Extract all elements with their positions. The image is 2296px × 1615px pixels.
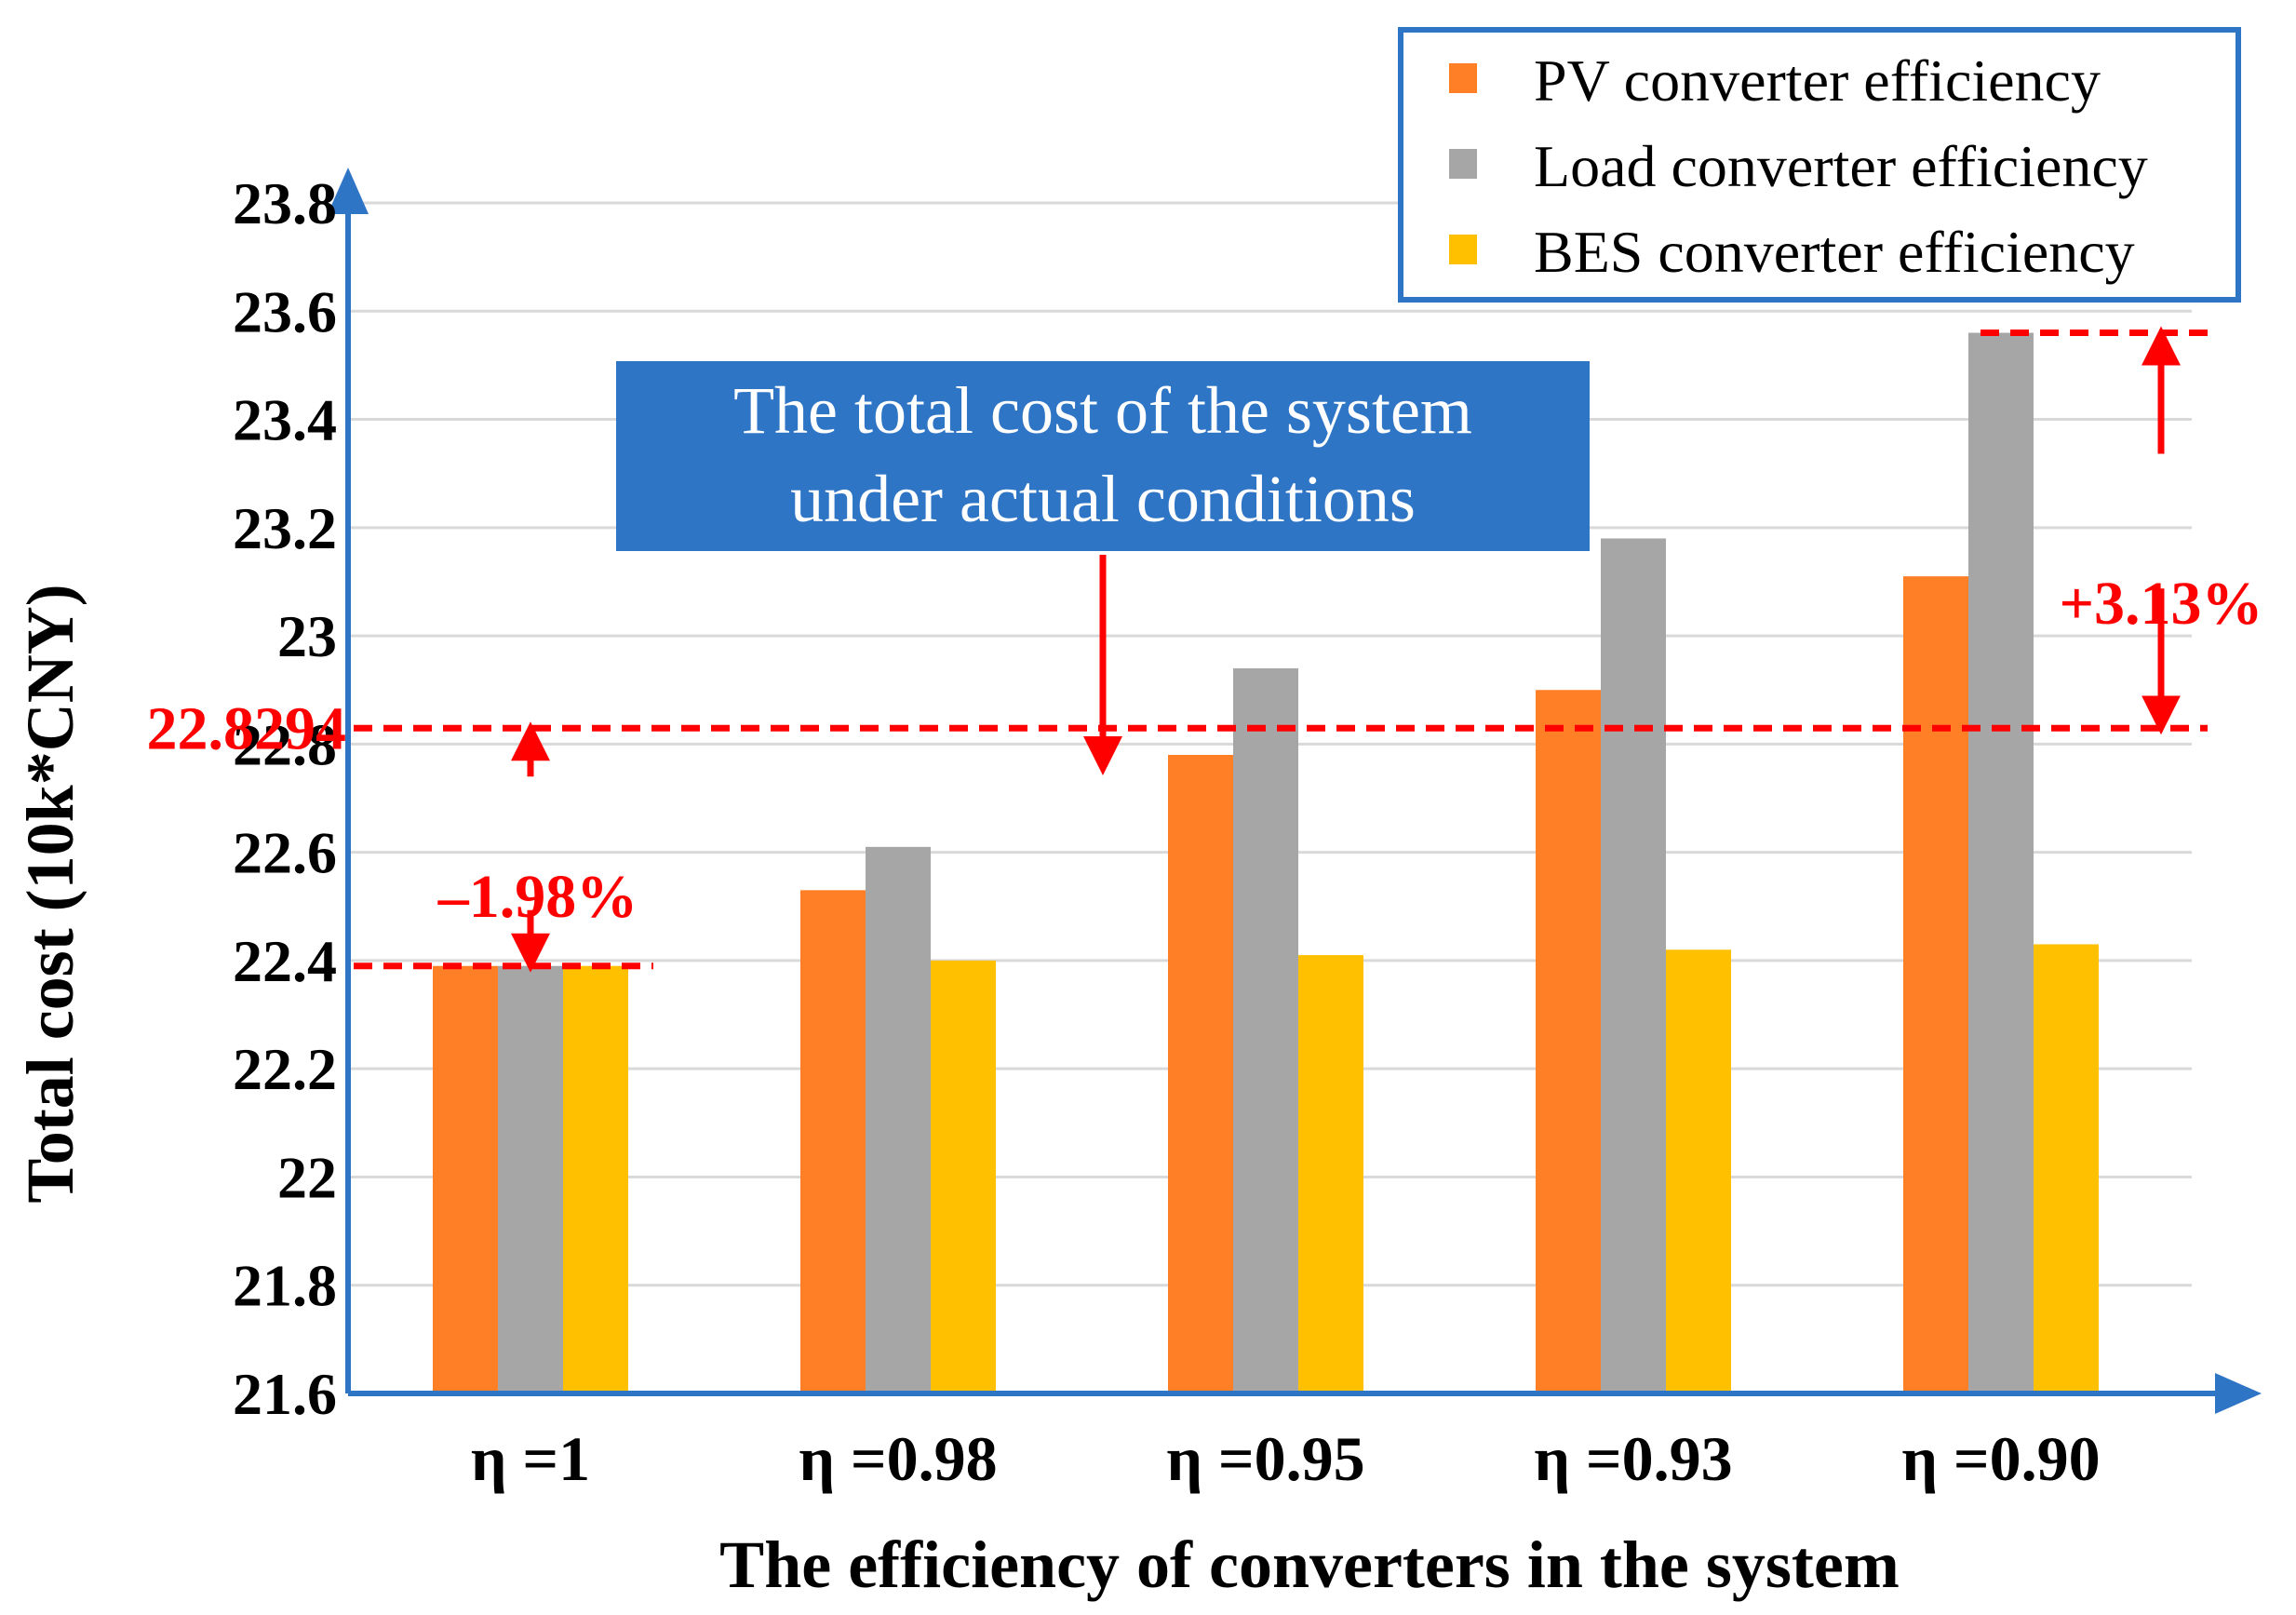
legend-label-bes: BES converter efficiency <box>1534 219 2135 285</box>
y-tick-label: 23.4 <box>233 387 337 453</box>
bar <box>433 965 498 1393</box>
y-tick-label: 22.6 <box>233 820 337 886</box>
reference-value-label: 22.8294 <box>147 694 347 762</box>
bar <box>931 960 996 1393</box>
legend-swatch-pv <box>1449 63 1477 93</box>
bar <box>1536 690 1601 1393</box>
y-tick-label: 22.4 <box>233 928 337 994</box>
bars <box>433 332 2099 1393</box>
y-tick-label: 23.6 <box>233 278 337 344</box>
axes <box>328 168 2262 1414</box>
y-tick-label: 23 <box>277 603 337 669</box>
bar <box>1666 949 1731 1393</box>
y-tick-labels: 21.6 21.8 22 22.2 22.4 22.6 22.8 23 23.2 23.4 23.6… <box>233 170 337 1427</box>
reference-lines <box>354 326 2208 973</box>
bar <box>866 846 931 1393</box>
callout-line-1: The total cost of the system <box>733 373 1472 448</box>
bar <box>1903 576 1968 1393</box>
legend-label-pv: PV converter efficiency <box>1534 47 2101 114</box>
x-axis-arrow-icon <box>2215 1373 2262 1414</box>
x-tick-label: η =0.98 <box>799 1423 997 1494</box>
x-axis-title: The efficiency of converters in the syst… <box>719 1528 1900 1602</box>
legend-box <box>1398 27 2241 303</box>
y-tick-label: 22.8 <box>233 711 337 777</box>
bar <box>1233 667 1298 1393</box>
callout-box <box>616 361 1590 551</box>
legend-label-load: Load converter efficiency <box>1534 133 2148 199</box>
y-axis-title: Total cost (10k*CNY) <box>13 584 87 1203</box>
bar <box>1601 538 1666 1393</box>
bar <box>498 965 563 1393</box>
x-tick-label: η =0.93 <box>1534 1423 1732 1494</box>
bar <box>1968 332 2034 1393</box>
legend: PV converter efficiency Load converter e… <box>1398 27 2241 303</box>
increase-annotation: +3.13% <box>2059 570 2262 638</box>
bar <box>1298 955 1363 1393</box>
x-tick-label: η =0.90 <box>1901 1423 2100 1494</box>
bar <box>1168 754 1233 1393</box>
y-axis-arrow-icon <box>328 168 369 214</box>
decrease-annotation: –1.98% <box>437 863 638 931</box>
y-tick-label: 21.6 <box>233 1361 337 1427</box>
callout-line-2: under actual conditions <box>790 462 1416 536</box>
y-tick-label: 23.8 <box>233 170 337 236</box>
x-category-labels: η =1 η =0.98 η =0.95 η =0.93 η =0.90 <box>471 1423 2101 1494</box>
y-tick-label: 22 <box>277 1144 337 1210</box>
bar <box>2034 944 2099 1393</box>
x-tick-label: η =0.95 <box>1166 1423 1364 1494</box>
bar <box>800 890 866 1393</box>
y-tick-label: 22.2 <box>233 1036 337 1102</box>
legend-swatch-bes <box>1449 235 1477 264</box>
x-tick-label: η =1 <box>471 1423 590 1494</box>
bar <box>563 965 628 1393</box>
callout: The total cost of the system under actua… <box>616 361 1590 775</box>
legend-swatch-load <box>1449 149 1477 179</box>
y-tick-label: 21.8 <box>233 1253 337 1319</box>
y-tick-label: 23.2 <box>233 495 337 561</box>
